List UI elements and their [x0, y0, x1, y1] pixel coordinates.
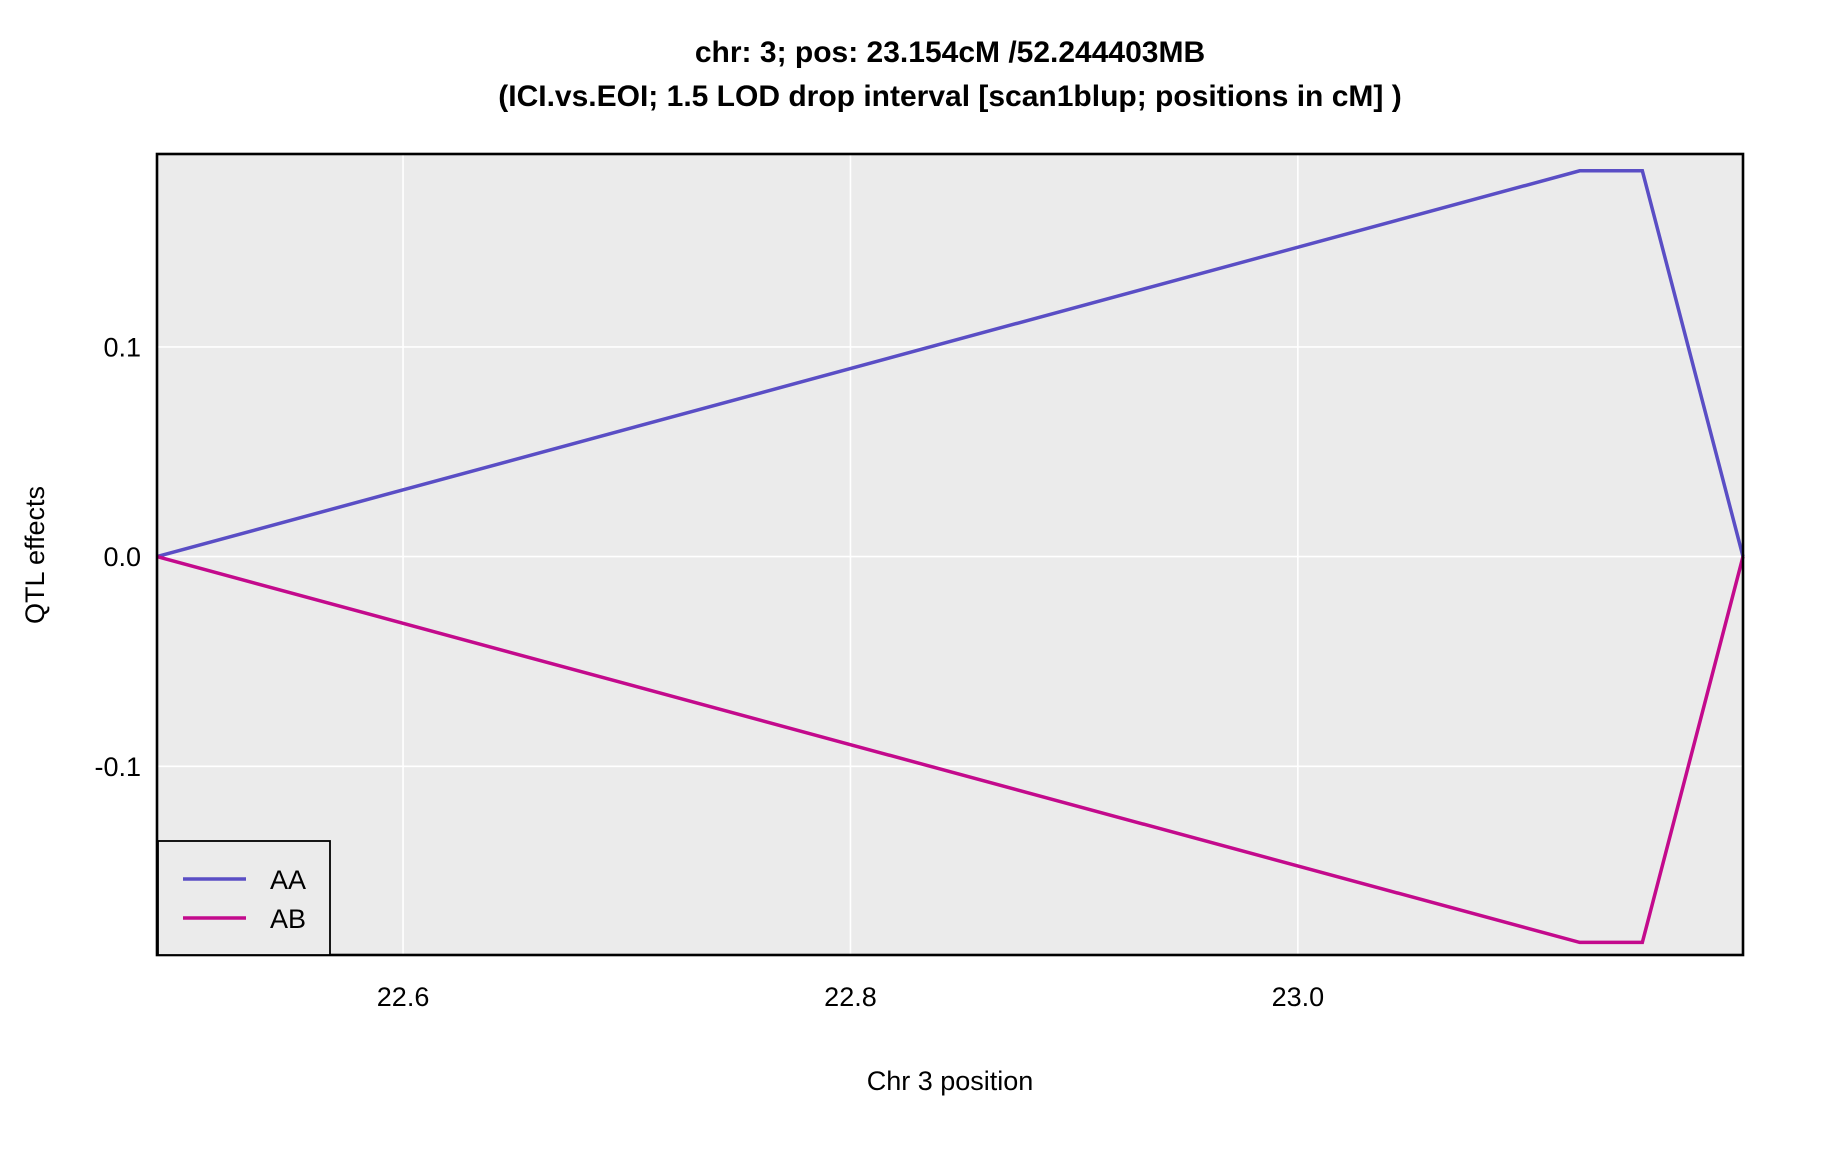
y-axis-tick-labels: 0.1 0.0 -0.1	[94, 332, 141, 781]
gridlines	[157, 154, 1743, 955]
y-tick-label: -0.1	[94, 752, 141, 782]
legend-box	[157, 840, 331, 956]
legend: AA AB	[157, 840, 331, 956]
series-line-AA	[156, 169, 1745, 559]
x-axis-title: Chr 3 position	[867, 1066, 1034, 1096]
series-line-AB	[156, 554, 1745, 945]
x-axis-tick-labels: 22.6 22.8 23.0	[377, 982, 1324, 1012]
legend-label-AB: AB	[270, 904, 306, 934]
legend-label-AA: AA	[270, 865, 306, 895]
y-tick-label: 0.1	[103, 332, 141, 362]
chart-title: chr: 3; pos: 23.154cM /52.244403MB	[695, 36, 1205, 69]
chart-subtitle: (ICI.vs.EOI; 1.5 LOD drop interval [scan…	[498, 80, 1401, 113]
x-tick-label: 22.8	[824, 982, 877, 1012]
plot-panel	[157, 154, 1743, 955]
panel-border	[155, 152, 1745, 957]
y-tick-label: 0.0	[103, 542, 141, 572]
series-lines	[156, 169, 1745, 945]
x-tick-label: 22.6	[377, 982, 430, 1012]
y-axis-title: QTL effects	[20, 486, 50, 624]
x-tick-label: 23.0	[1272, 982, 1325, 1012]
